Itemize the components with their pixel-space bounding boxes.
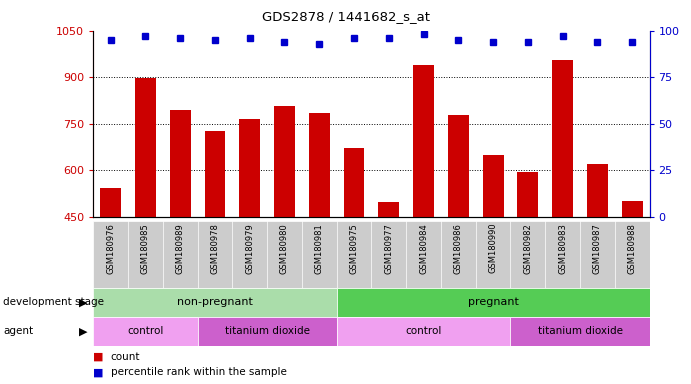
Text: GSM180976: GSM180976 xyxy=(106,223,115,274)
Text: percentile rank within the sample: percentile rank within the sample xyxy=(111,367,287,377)
Text: GDS2878 / 1441682_s_at: GDS2878 / 1441682_s_at xyxy=(261,10,430,23)
Text: development stage: development stage xyxy=(3,297,104,308)
Text: GSM180988: GSM180988 xyxy=(627,223,636,274)
Bar xyxy=(518,172,538,217)
Text: GSM180979: GSM180979 xyxy=(245,223,254,273)
Text: GSM180975: GSM180975 xyxy=(350,223,359,273)
Bar xyxy=(93,317,198,346)
Bar xyxy=(413,65,434,217)
Text: GSM180980: GSM180980 xyxy=(280,223,289,273)
Text: GSM180982: GSM180982 xyxy=(523,223,532,273)
Text: pregnant: pregnant xyxy=(468,297,518,308)
Bar xyxy=(239,119,260,217)
Bar xyxy=(170,111,191,217)
Text: agent: agent xyxy=(3,326,34,336)
Bar xyxy=(274,106,295,217)
Bar xyxy=(448,115,468,217)
Bar xyxy=(482,155,504,217)
Bar xyxy=(309,113,330,217)
Bar xyxy=(511,317,650,346)
Text: GSM180990: GSM180990 xyxy=(489,223,498,273)
Text: control: control xyxy=(406,326,442,336)
Bar xyxy=(379,202,399,217)
Text: GSM180986: GSM180986 xyxy=(454,223,463,274)
Bar xyxy=(93,288,337,317)
Text: GSM180987: GSM180987 xyxy=(593,223,602,274)
Bar xyxy=(622,202,643,217)
Text: GSM180977: GSM180977 xyxy=(384,223,393,274)
Bar xyxy=(587,164,608,217)
Bar xyxy=(552,60,573,217)
Text: GSM180978: GSM180978 xyxy=(211,223,220,274)
Text: ■: ■ xyxy=(93,367,104,377)
Bar xyxy=(198,317,337,346)
Text: non-pregnant: non-pregnant xyxy=(177,297,253,308)
Text: GSM180981: GSM180981 xyxy=(315,223,324,273)
Text: GSM180985: GSM180985 xyxy=(141,223,150,273)
Text: ▶: ▶ xyxy=(79,297,88,308)
Bar xyxy=(205,131,225,217)
Text: ■: ■ xyxy=(93,352,104,362)
Text: count: count xyxy=(111,352,140,362)
Text: control: control xyxy=(127,326,164,336)
Text: ▶: ▶ xyxy=(79,326,88,336)
Text: GSM180983: GSM180983 xyxy=(558,223,567,274)
Text: GSM180984: GSM180984 xyxy=(419,223,428,273)
Text: titanium dioxide: titanium dioxide xyxy=(225,326,310,336)
Text: GSM180989: GSM180989 xyxy=(176,223,184,273)
Text: titanium dioxide: titanium dioxide xyxy=(538,326,623,336)
Bar xyxy=(343,148,364,217)
Bar xyxy=(100,188,121,217)
Bar xyxy=(337,288,650,317)
Bar xyxy=(135,78,156,217)
Bar xyxy=(337,317,511,346)
